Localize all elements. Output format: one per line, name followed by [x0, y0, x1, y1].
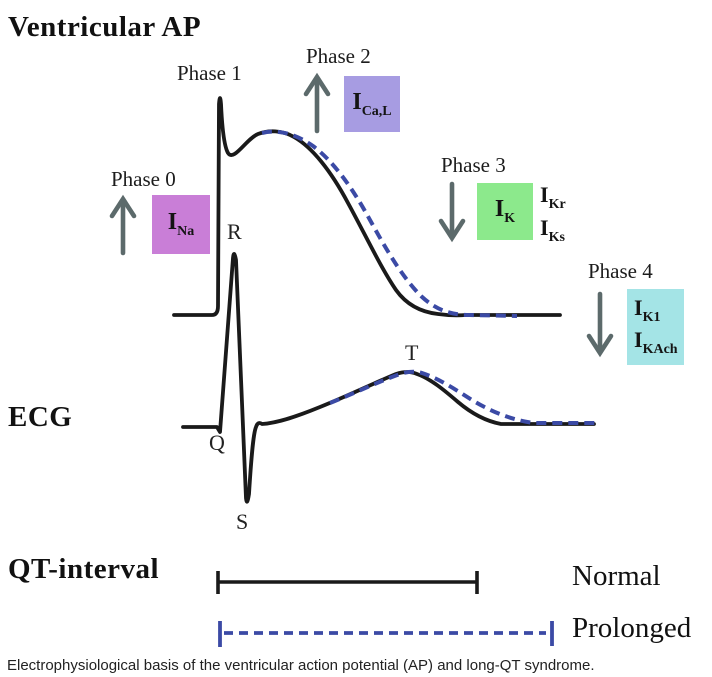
- ikr-current-label: IKr: [540, 182, 566, 212]
- r-wave-label: R: [227, 219, 242, 244]
- phase0-up-arrow-icon: [109, 194, 137, 256]
- ical-current-label: ICa,L: [352, 88, 392, 119]
- qt-prolonged-line: [218, 621, 554, 647]
- t-wave-label: T: [405, 340, 419, 365]
- phase2-up-arrow-icon: [303, 72, 331, 134]
- ik-current-label: IK: [494, 196, 516, 226]
- phase-1-label: Phase 1: [177, 61, 242, 85]
- iks-current-label: IKs: [540, 215, 565, 245]
- ap-prolonged-dashed-trace: [261, 129, 518, 318]
- phase-0-label: Phase 0: [111, 167, 176, 191]
- q-wave-label: Q: [209, 430, 225, 455]
- phase3-down-arrow-icon: [438, 181, 466, 243]
- ikach-current-label: IKAch: [634, 327, 678, 357]
- ik-current-box: IK: [477, 183, 533, 240]
- phase-4-label: Phase 4: [588, 259, 653, 283]
- qt-normal-line: [216, 571, 479, 594]
- phase4-down-arrow-icon: [586, 291, 614, 358]
- figure-title: Ventricular AP: [8, 11, 202, 43]
- phase-2-label: Phase 2: [306, 44, 371, 68]
- ecg-solid-trace: [181, 252, 596, 504]
- figure-caption: Electrophysiological basis of the ventri…: [7, 657, 595, 674]
- phase-3-label: Phase 3: [441, 153, 506, 177]
- qt-interval-label: QT-interval: [8, 553, 160, 585]
- qt-prolonged-label: Prolonged: [572, 612, 692, 644]
- ina-current-label: INa: [167, 209, 195, 239]
- ecg-label: ECG: [8, 401, 73, 433]
- ik1-current-label: IK1: [634, 295, 661, 326]
- ik1-ikach-current-box: IK1 IKAch: [627, 289, 684, 365]
- qt-normal-label: Normal: [572, 560, 661, 592]
- s-wave-label: S: [236, 509, 249, 534]
- ecg-prolonged-dashed-trace: [329, 369, 597, 425]
- ina-current-box: INa: [152, 195, 210, 254]
- ical-current-box: ICa,L: [344, 76, 400, 132]
